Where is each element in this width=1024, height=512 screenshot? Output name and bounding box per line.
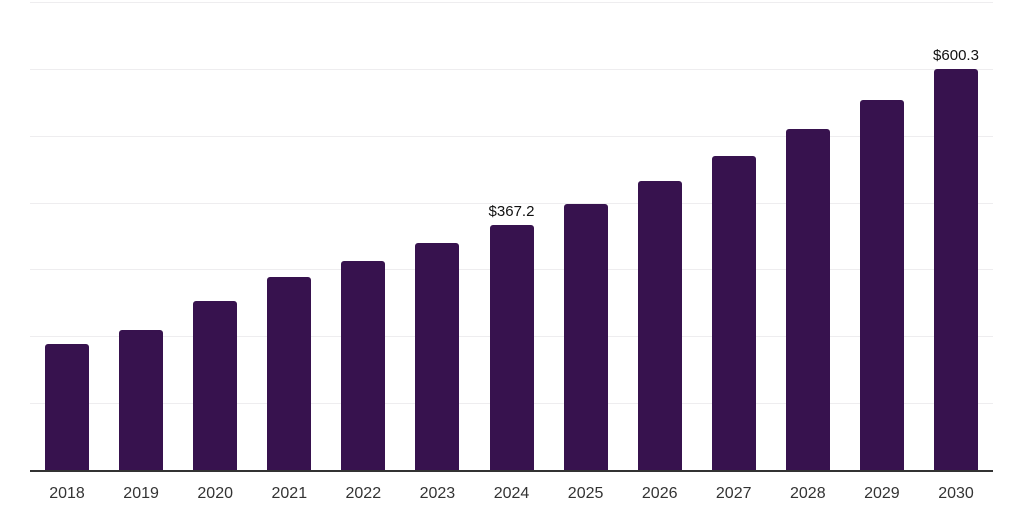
bar: [267, 277, 312, 470]
x-tick-label: 2018: [49, 485, 85, 502]
bar: [193, 301, 238, 470]
bar: [563, 203, 608, 470]
bar: [859, 100, 904, 470]
x-tick-label: 2027: [715, 485, 752, 502]
bar: [711, 156, 756, 470]
x-tick-label: 2023: [419, 485, 456, 502]
gridline: [30, 135, 993, 137]
x-tick-label: 2025: [567, 485, 604, 502]
x-tick-label: 2024: [493, 485, 530, 502]
gridline: [30, 68, 993, 70]
x-tick-label: 2030: [938, 485, 974, 502]
bar: [119, 330, 164, 470]
bar: [489, 224, 534, 470]
bar: [785, 129, 830, 470]
bar: [934, 68, 978, 470]
gridline: [30, 202, 993, 204]
x-tick-label: 2029: [864, 485, 900, 502]
bar: [341, 261, 386, 470]
x-tick-label: 2026: [641, 485, 678, 502]
x-tick-label: 2022: [345, 485, 382, 502]
bar: [637, 180, 682, 470]
bar: [415, 243, 460, 470]
x-tick-label: 2020: [197, 485, 233, 502]
bar: [45, 344, 89, 470]
gridline: [30, 2, 993, 3]
x-tick-label: 2021: [271, 485, 308, 502]
x-axis-line: [30, 470, 993, 472]
bar-value-label: $600.3: [933, 46, 979, 64]
x-tick-label: 2019: [123, 485, 159, 502]
x-tick-label: 2028: [790, 485, 826, 502]
bar-value-label: $367.2: [488, 202, 535, 220]
